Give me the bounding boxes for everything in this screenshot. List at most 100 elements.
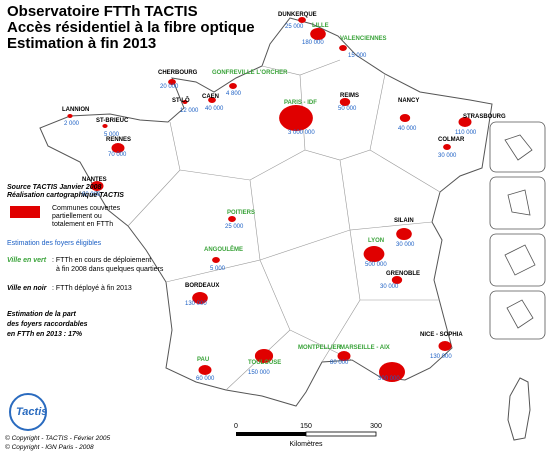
city-name: NICE - SOPHIA	[420, 332, 463, 338]
coverage-blob	[438, 341, 452, 351]
source: Source TACTIS Janvier 2008	[7, 184, 102, 191]
city-name: PARIS - IDF	[284, 100, 317, 106]
city-value: 60 000	[196, 376, 215, 382]
coverage-blob	[254, 349, 274, 363]
city-name: TOULOUSE	[248, 360, 281, 366]
scale-labels: 0 150 300 Kilomètres	[234, 423, 382, 448]
city-value: 5 000	[210, 266, 226, 272]
scale-tick: 0	[234, 423, 238, 430]
city-value: 5 000	[104, 132, 120, 138]
green-text: : FTTh en cours de déploiement	[52, 257, 151, 264]
coverage-blob	[399, 114, 411, 122]
coverage-blob	[396, 228, 412, 240]
coverage-blob	[310, 28, 326, 40]
black-text: : FTTh déployé à fin 2013	[52, 285, 132, 292]
city-name: ST-LÔ	[172, 96, 190, 104]
title-line: Estimation à fin 2013	[7, 35, 156, 52]
city-name: LYON	[368, 238, 384, 244]
coverage-blob	[391, 276, 403, 284]
coverage-blob	[363, 246, 385, 262]
coverage-blob	[458, 117, 472, 127]
coverage-text: partiellement ou	[52, 213, 102, 220]
city-name: NANTES	[82, 177, 107, 183]
city-name: POITIERS	[227, 210, 255, 216]
scale-tick: 300	[370, 423, 382, 430]
city-value: 4 800	[226, 91, 242, 97]
green-text: à fin 2008 dans quelques quartiers	[56, 266, 164, 273]
france-outline	[39, 17, 493, 407]
coverage-text: Communes couvertes	[52, 205, 121, 212]
dom-insets	[489, 121, 546, 340]
city-name: SILAIN	[394, 218, 414, 224]
city-value: 30 000	[396, 242, 415, 248]
share-text: Estimation de la part	[7, 311, 77, 318]
city-name: NANCY	[398, 98, 419, 104]
coverage-blob	[279, 105, 313, 131]
city-value: 110 000	[455, 130, 477, 136]
coverage-blob	[228, 216, 236, 222]
city-value: 50 000	[338, 106, 357, 112]
scale-unit: Kilomètres	[289, 441, 323, 448]
green-key: Ville en vert	[7, 257, 47, 264]
coverage-text: totalement en FTTh	[52, 221, 113, 228]
share-text: des foyers raccordables	[7, 321, 88, 328]
city-name: CHERBOURG	[158, 70, 198, 76]
city-value: 130 000	[185, 301, 207, 307]
coverage-blob	[212, 257, 220, 263]
city-value: 15 000	[348, 53, 367, 59]
city-name: MONTPELLIER	[298, 345, 342, 351]
coverage-blob	[102, 124, 108, 128]
city-name: REIMS	[340, 93, 359, 99]
coverage-swatch	[10, 206, 40, 218]
scale-bar	[236, 431, 377, 437]
city-value: 130 000	[430, 354, 452, 360]
coverage-blob	[67, 114, 73, 118]
coverage-blob	[208, 97, 216, 103]
city-name: MARSEILLE - AIX	[340, 345, 390, 351]
city-name: CAEN	[202, 94, 219, 100]
city-value: 30 000	[438, 153, 457, 159]
city-name: ST-BRIEUC	[96, 118, 129, 124]
city-name: GRENOBLE	[386, 271, 420, 277]
share-text: en FTTh en 2013 : 17%	[7, 331, 83, 338]
coverage-blob	[198, 365, 212, 375]
cities: DUNKERQUE 25 000 LILLE 180 000 VALENCIENNES 1…	[62, 12, 506, 382]
city-value: 180 000	[302, 40, 324, 46]
city-name: LANNION	[62, 107, 89, 113]
city-value: 80 000	[330, 360, 349, 366]
credit: Réalisation cartographique TACTIS	[7, 192, 124, 199]
city-value: 500 000	[365, 262, 387, 268]
city-name: BORDEAUX	[185, 283, 219, 289]
region-borders	[127, 59, 441, 391]
city-name: ANGOULÊME	[204, 245, 243, 253]
city-value: 2 000	[64, 121, 80, 127]
city-value: 40 000	[398, 126, 417, 132]
coverage-blob	[229, 83, 237, 89]
coverage-blob	[337, 351, 351, 361]
coverage-blob	[168, 79, 176, 85]
black-key: Ville en noir	[7, 285, 48, 292]
city-value: 90 000	[82, 192, 101, 198]
coverage-blob	[298, 17, 306, 23]
coverage-blob	[111, 143, 125, 153]
city-value: 25 000	[285, 24, 304, 30]
city-value: 30 000	[380, 284, 399, 290]
city-name: VALENCIENNES	[340, 36, 387, 42]
copyright: © Copyright - IGN Paris - 2008	[5, 443, 94, 451]
city-value: 12 000	[180, 108, 199, 114]
city-value: 300 000	[378, 376, 400, 382]
title-line: Observatoire FTTh TACTIS	[7, 3, 198, 20]
city-value: 70 000	[108, 152, 127, 158]
coverage-blob	[90, 181, 104, 191]
coverage-blob	[182, 100, 188, 104]
scale-tick: 150	[300, 423, 312, 430]
city-value: 3 000 000	[288, 130, 315, 136]
city-value: 25 000	[225, 224, 244, 230]
footer: Tactis © Copyright - TACTIS - Février 200…	[5, 393, 110, 451]
city-name: RENNES	[106, 137, 131, 143]
city-name: PAU	[197, 357, 209, 363]
city-value: 40 000	[205, 106, 224, 112]
